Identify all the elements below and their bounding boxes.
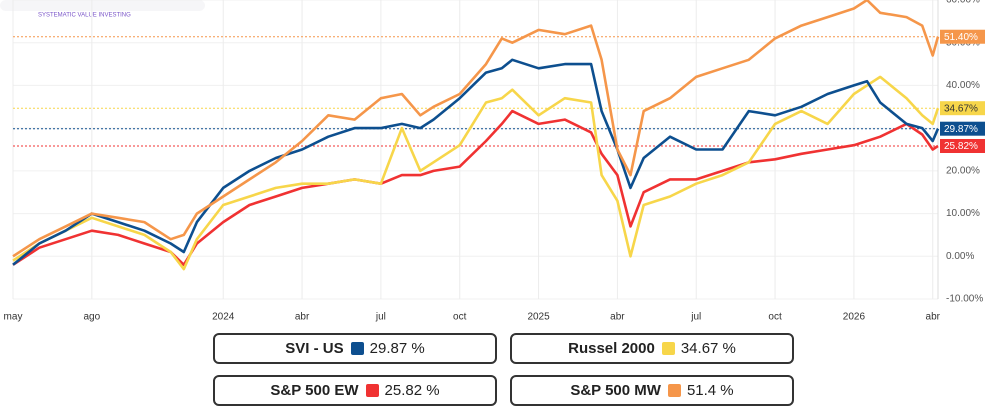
legend-value: 25.82 % [384,382,440,399]
series-line [12,58,940,266]
marker-label-box [940,101,985,116]
legend-swatch [661,342,675,355]
x-tick-label: abr [295,312,310,323]
x-tick-label: 2026 [843,312,866,323]
chart: SYSTEMATIC VALUE INVESTING -10.00% 0.00% 1… [0,0,985,323]
y-tick-label: -10.00% [946,294,983,305]
watermark-box [0,0,205,11]
legend-value: 29.87 % [369,340,425,357]
y-tick-label: 40.00% [946,80,980,91]
legend-value: 51.4 % [686,382,734,399]
legend-name: Russel 2000 [568,340,655,357]
marker-label-box [940,121,985,136]
y-tick-label: 20.00% [946,165,980,176]
legend-swatch [667,384,681,397]
legend-item: S&P 500 EW 25.82 % [213,375,497,406]
series-line [12,75,940,271]
y-tick-label: 0.00% [946,251,974,262]
marker-label-box [940,138,985,153]
watermark: SYSTEMATIC VALUE INVESTING [38,13,131,19]
x-tick-label: oct [453,312,467,323]
legend-value: 34.67 % [680,340,736,357]
marker-label: 25.82% [944,141,978,152]
y-tick-label: 10.00% [946,208,980,219]
marker-label: 29.87% [944,124,978,135]
legend-swatch [350,342,364,355]
marker-label: 51.40% [944,32,978,43]
series-line [12,0,940,258]
x-tick-label: abr [926,312,941,323]
legend-name: S&P 500 MW [570,382,661,399]
x-tick-label: may [4,312,23,323]
x-tick-label: jul [375,312,386,323]
legend-item: S&P 500 MW 51.4 % [510,375,794,406]
x-tick-label: 2025 [527,312,550,323]
legend-name: S&P 500 EW [270,382,359,399]
x-tick-label: ago [83,312,100,323]
x-tick-label: 2024 [212,312,235,323]
legend-item: SVI - US 29.87 % [213,333,497,364]
marker-label: 34.67% [944,103,978,114]
series-line [12,109,939,267]
x-tick-label: jul [690,312,701,323]
y-tick-label: 60.00% [946,0,980,6]
legend-swatch [365,384,379,397]
legend-name: SVI - US [285,340,344,357]
x-tick-label: abr [610,312,625,323]
legend-item: Russel 2000 34.67 % [510,333,794,364]
marker-label-box [940,29,985,44]
x-tick-label: oct [768,312,782,323]
